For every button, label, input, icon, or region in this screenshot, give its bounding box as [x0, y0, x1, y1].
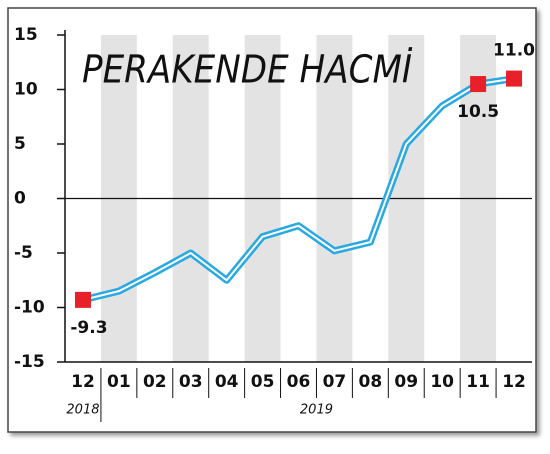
- x-tick-label: 10: [430, 372, 454, 392]
- x-tick-label: 09: [394, 372, 418, 392]
- y-tick-label: 15: [14, 25, 38, 45]
- y-tick-label: 5: [14, 134, 26, 154]
- line-highlight: [82, 77, 515, 301]
- x-tick-label: 07: [323, 372, 347, 392]
- year-label: 2018: [66, 403, 99, 418]
- marker: [74, 291, 91, 308]
- marker: [470, 76, 487, 93]
- x-tick-label: 03: [179, 372, 203, 392]
- y-tick-label: -5: [14, 243, 33, 263]
- x-tick-label: 02: [143, 372, 167, 392]
- year-label: 2019: [300, 403, 333, 418]
- data-label: 10.5: [457, 102, 499, 122]
- x-tick-label: 06: [287, 372, 311, 392]
- x-tick-label: 08: [359, 372, 383, 392]
- y-tick-label: -15: [14, 352, 45, 372]
- chart-title: PERAKENDE HACMİ: [82, 48, 413, 92]
- x-tick-label: 04: [215, 372, 239, 392]
- marker: [506, 70, 523, 87]
- data-label: 11.0: [493, 41, 535, 61]
- x-tick-label: 12: [71, 372, 95, 392]
- x-tick-label: 01: [107, 372, 131, 392]
- y-tick-label: 0: [14, 189, 26, 209]
- y-tick-label: -10: [14, 298, 45, 318]
- y-tick-label: 10: [14, 80, 38, 100]
- x-tick-label: 05: [251, 372, 275, 392]
- data-label: -9.3: [70, 318, 107, 338]
- x-tick-label: 12: [502, 372, 526, 392]
- x-tick-label: 11: [466, 372, 490, 392]
